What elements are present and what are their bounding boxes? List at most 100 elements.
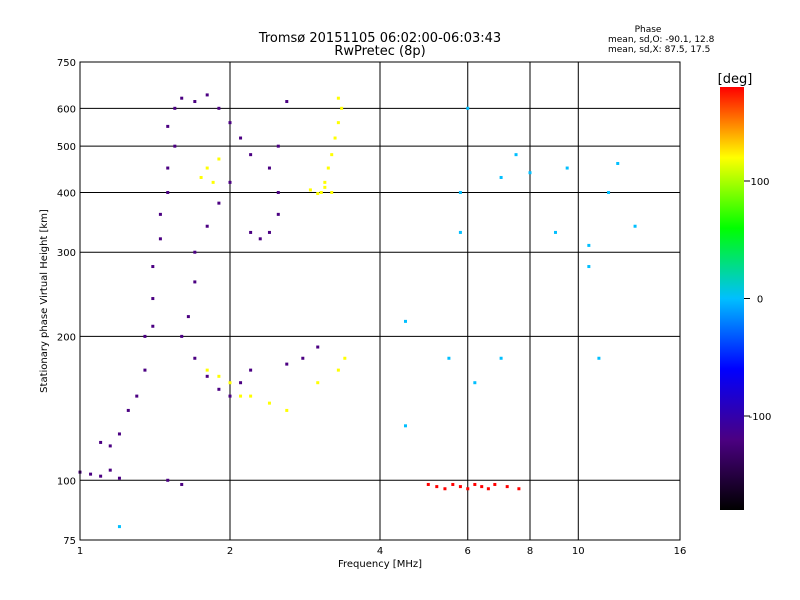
data-point: [480, 485, 484, 489]
data-point: [330, 190, 334, 194]
x-tick-label: 6: [465, 546, 471, 557]
data-point: [493, 482, 497, 486]
chart-title: Tromsø 20151105 06:02:00-06:03:43: [258, 31, 501, 46]
data-point: [135, 394, 139, 398]
y-tick-label: 600: [57, 104, 76, 115]
x-tick-label: 16: [674, 546, 687, 557]
y-tick-labels: 75 100 200 300 400 500 600 750: [57, 58, 76, 547]
x-axis-label: Frequency [MHz]: [338, 559, 422, 570]
data-point: [505, 485, 509, 489]
data-point: [336, 96, 340, 100]
data-point: [108, 444, 112, 448]
y-tick-label: 400: [57, 188, 76, 199]
data-point: [180, 482, 184, 486]
data-point: [166, 190, 170, 194]
data-point: [466, 106, 470, 110]
data-point: [458, 230, 462, 234]
data-point: [228, 381, 232, 385]
colorbar-tick-label: 100: [750, 177, 769, 188]
colorbar-tick-label: -100: [749, 412, 772, 423]
data-point: [403, 319, 407, 323]
data-point: [330, 153, 334, 157]
data-point: [473, 381, 477, 385]
data-point: [143, 368, 147, 372]
data-point: [426, 482, 430, 486]
data-point: [193, 100, 197, 104]
data-point: [205, 368, 209, 372]
data-point: [458, 485, 462, 489]
data-point: [553, 230, 557, 234]
data-point: [333, 136, 337, 140]
stats-line-o: mean, sd,O: -90.1, 12.8: [608, 35, 715, 45]
data-point: [435, 485, 439, 489]
data-point: [217, 374, 221, 378]
data-point: [343, 356, 347, 360]
data-point: [193, 250, 197, 254]
data-point: [276, 212, 280, 216]
data-point: [285, 408, 289, 412]
data-point: [217, 157, 221, 161]
data-point: [151, 297, 155, 301]
x-tick-label: 10: [572, 546, 585, 557]
data-point: [473, 482, 477, 486]
data-point: [108, 468, 112, 472]
data-point: [616, 161, 620, 165]
data-point: [319, 190, 323, 194]
y-tick-label: 300: [57, 248, 76, 259]
data-point: [217, 201, 221, 205]
data-point: [117, 476, 121, 480]
data-point: [336, 368, 340, 372]
data-point: [316, 192, 320, 196]
colorbar-ticks: 100 0 -100: [744, 177, 771, 423]
data-point: [285, 362, 289, 366]
data-point: [205, 374, 209, 378]
data-point: [607, 190, 611, 194]
data-point: [99, 474, 103, 478]
y-tick-label: 500: [57, 142, 76, 153]
data-point: [249, 230, 253, 234]
data-point: [180, 334, 184, 338]
data-point: [403, 424, 407, 428]
data-point: [267, 401, 271, 405]
stats-heading: Phase: [635, 25, 662, 35]
x-tick-label: 4: [377, 546, 383, 557]
data-point: [166, 478, 170, 482]
data-point: [486, 487, 490, 491]
chart-subtitle: RwPretec (8p): [334, 44, 425, 59]
data-point: [228, 180, 232, 184]
data-point: [323, 185, 327, 189]
data-point: [336, 121, 340, 125]
data-point: [587, 265, 591, 269]
data-point: [301, 356, 305, 360]
x-tick-label: 1: [77, 546, 83, 557]
y-tick-label: 100: [57, 476, 76, 487]
data-point: [267, 230, 271, 234]
data-point: [166, 124, 170, 128]
data-point: [499, 356, 503, 360]
data-point: [89, 472, 93, 476]
y-tick-label: 200: [57, 332, 76, 343]
data-point: [249, 368, 253, 372]
data-point: [443, 487, 447, 491]
data-point: [276, 144, 280, 148]
data-point: [316, 381, 320, 385]
data-point: [186, 315, 190, 319]
data-point: [316, 345, 320, 349]
data-point: [517, 487, 521, 491]
stats-line-x: mean, sd,X: 87.5, 17.5: [608, 45, 710, 55]
data-point: [447, 356, 451, 360]
data-point: [117, 432, 121, 436]
data-point: [340, 106, 344, 110]
data-point: [326, 166, 330, 170]
data-point: [205, 166, 209, 170]
data-point: [514, 153, 518, 157]
data-point: [117, 525, 121, 529]
data-point: [451, 482, 455, 486]
data-point: [528, 171, 532, 175]
colorbar-tick-label: 0: [757, 295, 763, 306]
x-tick-label: 2: [227, 546, 233, 557]
data-point: [239, 136, 243, 140]
y-tick-label: 750: [57, 58, 76, 69]
data-point: [458, 190, 462, 194]
